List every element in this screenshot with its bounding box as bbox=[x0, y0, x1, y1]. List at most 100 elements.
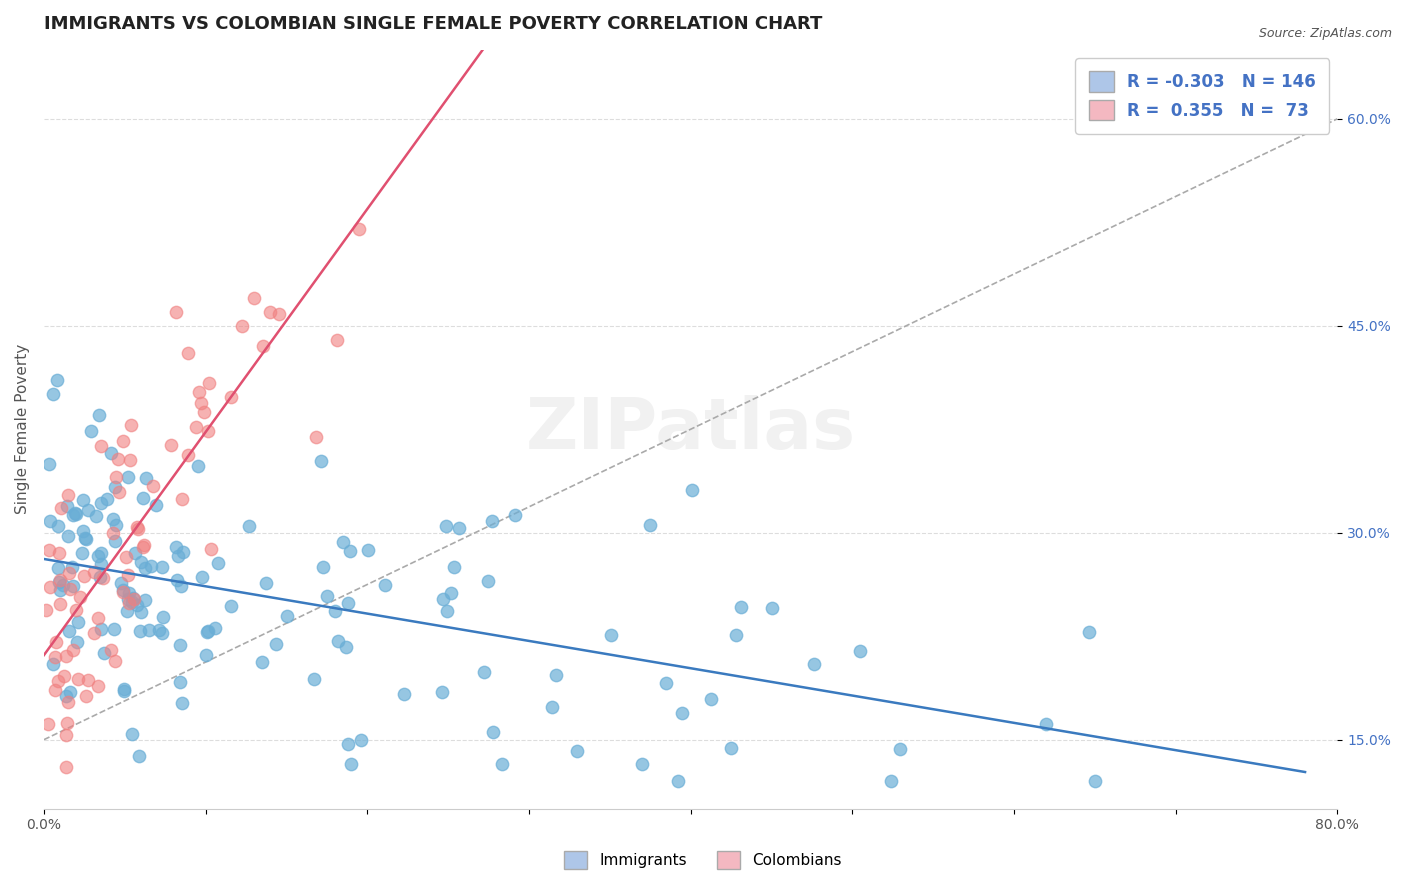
Point bbox=[37, 717, 59, 731]
Point bbox=[681, 483, 703, 498]
Legend: Immigrants, Colombians: Immigrants, Colombians bbox=[558, 845, 848, 875]
Point bbox=[55, 689, 77, 703]
Point bbox=[730, 599, 752, 614]
Point bbox=[108, 484, 131, 499]
Point bbox=[70, 546, 93, 560]
Point bbox=[200, 542, 222, 557]
Point bbox=[242, 291, 264, 305]
Point bbox=[100, 446, 122, 460]
Point bbox=[93, 646, 115, 660]
Point bbox=[46, 373, 69, 387]
Point bbox=[73, 531, 96, 545]
Point bbox=[86, 679, 108, 693]
Point bbox=[166, 574, 188, 588]
Point bbox=[565, 744, 588, 758]
Point bbox=[115, 605, 138, 619]
Point bbox=[309, 454, 332, 468]
Point bbox=[124, 592, 146, 607]
Point bbox=[127, 520, 149, 534]
Point bbox=[117, 596, 139, 610]
Point bbox=[350, 732, 373, 747]
Point bbox=[238, 519, 260, 533]
Point bbox=[170, 696, 193, 710]
Point bbox=[91, 571, 114, 585]
Point bbox=[49, 597, 72, 611]
Point bbox=[477, 574, 499, 588]
Point bbox=[1084, 774, 1107, 789]
Point bbox=[49, 582, 72, 597]
Point bbox=[83, 626, 105, 640]
Point bbox=[90, 439, 112, 453]
Point bbox=[65, 603, 87, 617]
Text: IMMIGRANTS VS COLOMBIAN SINGLE FEMALE POVERTY CORRELATION CHART: IMMIGRANTS VS COLOMBIAN SINGLE FEMALE PO… bbox=[44, 15, 823, 33]
Point bbox=[117, 470, 139, 484]
Point bbox=[169, 579, 191, 593]
Point bbox=[335, 640, 357, 655]
Point bbox=[55, 728, 77, 742]
Point bbox=[49, 501, 72, 516]
Point bbox=[73, 569, 96, 583]
Y-axis label: Single Female Poverty: Single Female Poverty bbox=[15, 344, 30, 515]
Point bbox=[139, 559, 162, 574]
Point bbox=[75, 689, 97, 703]
Point bbox=[42, 657, 65, 671]
Point bbox=[75, 532, 97, 546]
Point bbox=[135, 471, 157, 485]
Point bbox=[101, 512, 124, 526]
Point bbox=[357, 542, 380, 557]
Point bbox=[177, 448, 200, 462]
Point bbox=[250, 655, 273, 669]
Point bbox=[193, 405, 215, 419]
Point bbox=[124, 546, 146, 560]
Point bbox=[58, 695, 80, 709]
Point bbox=[111, 584, 134, 599]
Point bbox=[55, 760, 77, 774]
Point bbox=[207, 556, 229, 570]
Point bbox=[129, 624, 152, 639]
Point bbox=[482, 724, 505, 739]
Point bbox=[128, 748, 150, 763]
Point bbox=[304, 672, 326, 686]
Point bbox=[436, 604, 458, 618]
Point bbox=[132, 540, 155, 554]
Point bbox=[276, 608, 298, 623]
Point bbox=[105, 470, 128, 484]
Point bbox=[176, 346, 198, 360]
Point bbox=[443, 560, 465, 574]
Point bbox=[666, 774, 689, 789]
Point bbox=[100, 643, 122, 657]
Point bbox=[77, 673, 100, 687]
Point bbox=[117, 568, 139, 582]
Point bbox=[440, 585, 463, 599]
Point bbox=[166, 305, 188, 319]
Point bbox=[725, 628, 748, 642]
Point bbox=[267, 307, 290, 321]
Point bbox=[89, 570, 111, 584]
Point bbox=[150, 625, 173, 640]
Point bbox=[150, 560, 173, 574]
Point bbox=[430, 685, 453, 699]
Point bbox=[72, 524, 94, 539]
Point bbox=[59, 582, 82, 596]
Point bbox=[103, 622, 125, 636]
Point bbox=[69, 590, 91, 604]
Point bbox=[112, 582, 135, 597]
Point bbox=[38, 457, 60, 471]
Point bbox=[77, 502, 100, 516]
Point bbox=[56, 499, 79, 513]
Point bbox=[252, 339, 274, 353]
Point bbox=[89, 409, 111, 423]
Point bbox=[142, 478, 165, 492]
Point bbox=[1035, 716, 1057, 731]
Point bbox=[187, 384, 209, 399]
Point bbox=[630, 757, 652, 772]
Point bbox=[336, 737, 359, 751]
Point bbox=[152, 609, 174, 624]
Point bbox=[145, 499, 167, 513]
Point bbox=[101, 525, 124, 540]
Point bbox=[339, 756, 361, 771]
Point bbox=[254, 576, 277, 591]
Point bbox=[56, 529, 79, 543]
Point bbox=[312, 560, 335, 574]
Point bbox=[79, 425, 101, 439]
